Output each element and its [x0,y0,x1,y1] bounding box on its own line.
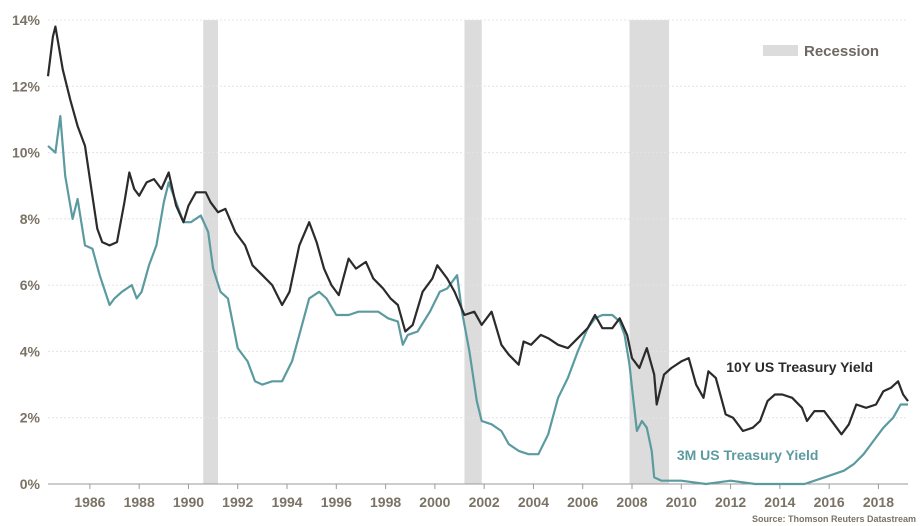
x-tick-label: 1994 [271,494,302,510]
recession-bands [203,20,669,484]
x-tick-label: 1992 [222,494,253,510]
recession-band-2 [629,20,669,484]
recession-band-1 [464,20,482,484]
x-tick-label: 2018 [863,494,894,510]
series-line-10y [46,25,909,436]
series-label-3m: 3M US Treasury Yield [677,447,819,463]
y-tick-label: 10% [12,145,41,161]
x-tick-label: 2004 [518,494,549,510]
y-tick-label: 0% [20,476,41,492]
y-tick-label: 2% [20,410,41,426]
legend-swatch-recession [763,45,798,56]
y-tick-label: 6% [20,277,41,293]
source-note: Source: Thomson Reuters Datastream [752,514,916,524]
x-axis-ticks: 1986 1988 1990 1992 1994 1996 1998 2000 2002 2004… [74,484,894,510]
y-tick-label: 4% [20,343,41,359]
x-tick-label: 2000 [419,494,450,510]
series-lines [46,25,909,486]
x-tick-label: 2010 [666,494,697,510]
y-tick-label: 12% [12,78,41,94]
x-tick-label: 2016 [814,494,845,510]
y-tick-label: 8% [20,211,41,227]
legend: Recession [763,43,879,60]
x-tick-label: 2006 [567,494,598,510]
y-tick-label: 14% [12,12,41,28]
x-tick-label: 1988 [124,494,155,510]
x-tick-label: 1998 [370,494,401,510]
series-label-10y: 10Y US Treasury Yield [726,359,873,375]
x-tick-label: 2012 [715,494,746,510]
x-tick-label: 1996 [321,494,352,510]
x-tick-label: 2002 [469,494,500,510]
series-line-3m [47,115,908,486]
gridlines [48,19,908,419]
legend-label-recession: Recession [804,43,879,60]
y-axis-ticks: 0% 2% 4% 6% 8% 10% 12% 14% [12,12,41,492]
x-tick-label: 1990 [173,494,204,510]
x-tick-label: 2008 [616,494,647,510]
x-tick-label: 1986 [74,494,105,510]
x-tick-label: 2014 [764,494,795,510]
